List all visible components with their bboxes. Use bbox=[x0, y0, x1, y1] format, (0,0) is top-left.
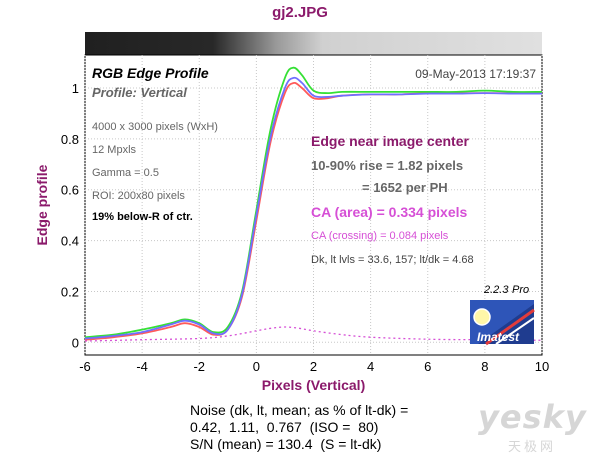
badge-edition: Pro bbox=[512, 284, 529, 296]
y-tick-label: 0.8 bbox=[61, 132, 79, 147]
y-tick-label: 0 bbox=[72, 335, 79, 350]
info-location: 19% below-R of ctr. bbox=[92, 211, 193, 223]
timestamp: 09-May-2013 17:19:37 bbox=[415, 67, 536, 81]
info-gamma: Gamma = 0.5 bbox=[92, 167, 159, 179]
noise-line-1: Noise (dk, lt, mean; as % of lt-dk) = bbox=[190, 402, 409, 418]
window-title: gj2.JPG bbox=[272, 4, 328, 21]
info-roi: ROI: 200x80 pixels bbox=[92, 190, 185, 202]
x-tick-label: 10 bbox=[535, 359, 549, 374]
plot-title: RGB Edge Profile bbox=[92, 65, 209, 81]
edge-image-strip bbox=[85, 32, 542, 55]
y-tick-label: 0.6 bbox=[61, 183, 79, 198]
x-tick-label: 6 bbox=[424, 359, 431, 374]
y-tick-label: 1 bbox=[72, 81, 79, 96]
y-tick-label: 0.2 bbox=[61, 284, 79, 299]
x-tick-label: -6 bbox=[79, 359, 91, 374]
y-axis-label: Edge profile bbox=[34, 164, 50, 245]
x-tick-label: 8 bbox=[481, 359, 488, 374]
imatest-badge: 2.2.3 Pro Imatest bbox=[470, 284, 535, 346]
noise-line-2: 0.42, 1.11, 0.767 (ISO = 80) bbox=[190, 419, 379, 435]
watermark-subtext: 天极网 bbox=[508, 440, 557, 455]
x-tick-label: -4 bbox=[136, 359, 148, 374]
imatest-logo: Imatest bbox=[470, 300, 535, 346]
badge-brand: Imatest bbox=[477, 330, 520, 344]
x-tick-label: 2 bbox=[310, 359, 317, 374]
series-b-line bbox=[84, 76, 543, 340]
y-tick-label: 0.4 bbox=[61, 234, 79, 249]
profile-label: Profile: Vertical bbox=[92, 85, 187, 100]
series-g-line bbox=[84, 66, 543, 339]
x-tick-label: 0 bbox=[253, 359, 260, 374]
noise-line-3: S/N (mean) = 130.4 (S = lt-dk) bbox=[190, 436, 382, 452]
badge-version: 2.2.3 bbox=[483, 284, 509, 296]
yesky-watermark: yesky 天极网 bbox=[478, 398, 596, 458]
results-heading: Edge near image center bbox=[311, 133, 470, 149]
x-tick-label: -2 bbox=[193, 359, 205, 374]
noise-summary: Noise (dk, lt, mean; as % of lt-dk) = 0.4… bbox=[190, 402, 408, 453]
info-megapixels: 12 Mpxls bbox=[92, 144, 137, 156]
watermark-text: yesky bbox=[478, 398, 587, 436]
info-dimensions: 4000 x 3000 pixels (WxH) bbox=[92, 121, 218, 133]
x-axis-label: Pixels (Vertical) bbox=[262, 377, 366, 393]
results-ca-crossing: CA (crossing) = 0.084 pixels bbox=[311, 230, 449, 242]
x-tick-label: 4 bbox=[367, 359, 374, 374]
results-ca-area: CA (area) = 0.334 pixels bbox=[311, 204, 468, 220]
results-rise: 10-90% rise = 1.82 pixels bbox=[311, 158, 463, 173]
results-per-ph: = 1652 per PH bbox=[362, 180, 448, 195]
results-levels: Dk, lt lvls = 33.6, 157; lt/dk = 4.68 bbox=[311, 254, 474, 266]
